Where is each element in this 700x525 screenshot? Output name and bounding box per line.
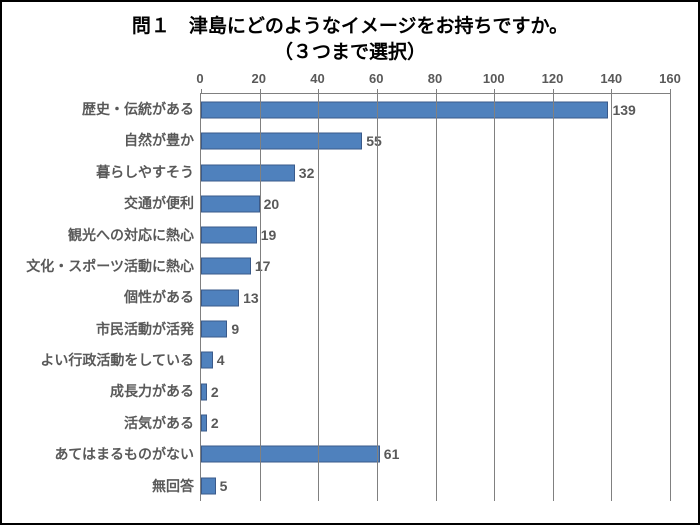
x-tick-mark — [377, 89, 378, 94]
chart-container: 問１ 津島にどのようなイメージをお持ちですか。 （３つまで選択） 0 20 40 60… — [0, 0, 700, 525]
x-tick-mark — [436, 89, 437, 94]
bar-value-label: 9 — [231, 321, 239, 337]
bar — [201, 289, 239, 306]
x-tick-mark — [611, 89, 612, 94]
bar — [201, 101, 608, 118]
x-tick-mark — [260, 89, 261, 94]
plot-wrap: 0 20 40 60 80 100 120 140 160 歴史・伝統がある自然が豊か暮らしやす… — [20, 71, 680, 501]
x-tick-label: 40 — [310, 71, 324, 86]
bar — [201, 195, 260, 212]
y-axis-label: よい行政活動をしている — [20, 350, 198, 370]
bar — [201, 477, 216, 494]
chart-title: 問１ 津島にどのようなイメージをお持ちですか。 （３つまで選択） — [20, 14, 680, 65]
bar — [201, 415, 207, 432]
x-tick-label: 100 — [483, 71, 505, 86]
bar-value-label: 2 — [211, 384, 219, 400]
y-axis-label: あてはまるものがない — [20, 444, 198, 464]
bar-value-label: 61 — [384, 446, 400, 462]
x-tick-mark — [553, 89, 554, 94]
gridline — [611, 94, 612, 501]
bar — [201, 352, 213, 369]
gridline — [436, 94, 437, 501]
gridline — [553, 94, 554, 501]
plot-area: 1395532201917139422615 — [200, 93, 670, 501]
gridline — [260, 94, 261, 501]
y-axis-label: 歴史・伝統がある — [20, 99, 198, 119]
gridline — [494, 94, 495, 501]
x-tick-label: 120 — [542, 71, 564, 86]
bar — [201, 164, 295, 181]
bar — [201, 133, 362, 150]
y-axis-label: 観光への対応に熱心 — [20, 225, 198, 245]
bar-value-label: 17 — [255, 258, 271, 274]
y-axis-labels: 歴史・伝統がある自然が豊か暮らしやすそう交通が便利観光への対応に熱心文化・スポー… — [20, 93, 198, 501]
bar — [201, 227, 257, 244]
x-tick-mark — [318, 89, 319, 94]
y-axis-label: 市民活動が活発 — [20, 319, 198, 339]
x-tick-mark — [494, 89, 495, 94]
bar-value-label: 20 — [264, 196, 280, 212]
y-axis-label: 無回答 — [20, 476, 198, 496]
x-tick-label: 20 — [252, 71, 266, 86]
gridline — [377, 94, 378, 501]
y-axis-label: 活気がある — [20, 413, 198, 433]
x-tick-label: 0 — [196, 71, 203, 86]
x-tick-label: 60 — [369, 71, 383, 86]
y-axis-label: 自然が豊か — [20, 130, 198, 150]
bar-value-label: 13 — [243, 290, 259, 306]
x-tick-mark — [670, 89, 671, 94]
y-axis-label: 文化・スポーツ活動に熱心 — [20, 256, 198, 276]
bar — [201, 383, 207, 400]
y-axis-label: 交通が便利 — [20, 193, 198, 213]
bar-value-label: 32 — [299, 165, 315, 181]
gridline — [318, 94, 319, 501]
bar — [201, 321, 227, 338]
x-tick-label: 80 — [428, 71, 442, 86]
chart-title-line2: （３つまで選択） — [20, 40, 680, 66]
y-axis-label: 個性がある — [20, 287, 198, 307]
bar — [201, 446, 380, 463]
y-axis-label: 成長力がある — [20, 381, 198, 401]
bar-value-label: 5 — [220, 478, 228, 494]
chart-title-line1: 問１ 津島にどのようなイメージをお持ちですか。 — [20, 14, 680, 40]
gridline — [670, 94, 671, 501]
bar — [201, 258, 251, 275]
bar-value-label: 4 — [217, 352, 225, 368]
bar-value-label: 2 — [211, 415, 219, 431]
x-tick-label: 160 — [659, 71, 681, 86]
x-tick-label: 140 — [600, 71, 622, 86]
y-axis-label: 暮らしやすそう — [20, 162, 198, 182]
x-tick-mark — [201, 89, 202, 94]
bar-value-label: 55 — [366, 133, 382, 149]
bar-value-label: 19 — [261, 227, 277, 243]
bar-value-label: 139 — [612, 102, 635, 118]
